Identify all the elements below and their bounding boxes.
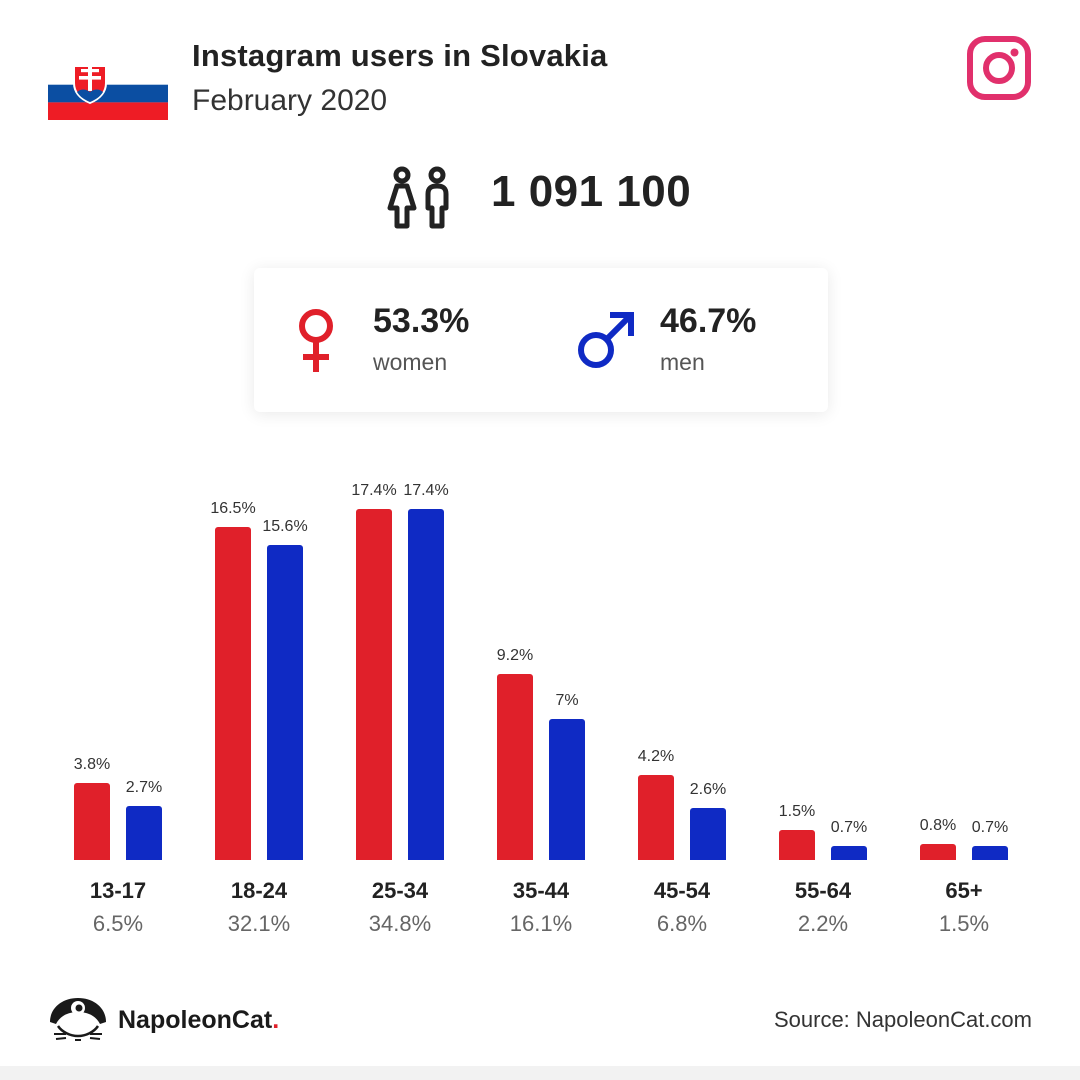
instagram-icon (967, 36, 1031, 100)
bar-value-label: 0.7% (971, 818, 1009, 836)
age-group-label: 25-34 (371, 878, 429, 903)
gender-split-card: 53.3% women 46.7% men (254, 268, 828, 412)
women-percentage: 53.3% (373, 302, 470, 340)
bar-women-45-54 (638, 775, 674, 860)
bar-value-label: 2.7% (125, 778, 163, 796)
source-attribution: Source: NapoleonCat.com (773, 1007, 1032, 1032)
bar-value-label: 0.7% (830, 818, 868, 836)
bar-men-18-24 (267, 545, 303, 860)
age-group-total: 32.1% (227, 911, 291, 936)
bar-men-65+ (972, 845, 1008, 860)
footer-strip (0, 1066, 1080, 1080)
bar-value-label: 7% (555, 691, 579, 709)
age-group-label: 65+ (945, 878, 983, 903)
total-users-value: 1 091 100 (491, 167, 692, 216)
bar-men-35-44 (549, 718, 585, 860)
age-distribution-chart: 3.8% 2.7% 13-17 6.5% 16.5% 15.6% 18-24 32.1% 17.… (0, 460, 1080, 960)
age-group-total: 6.5% (92, 911, 144, 936)
brand-name: NapoleonCat. (118, 1006, 280, 1034)
page-title: Instagram users in Slovakia (192, 38, 608, 73)
bar-value-label: 17.4% (351, 482, 397, 499)
men-label: men (660, 349, 705, 375)
bar-men-45-54 (690, 807, 726, 860)
bar-women-18-24 (215, 527, 251, 860)
bar-value-label: 16.5% (210, 500, 256, 518)
bar-value-label: 15.6% (262, 518, 308, 536)
women-label: women (373, 349, 448, 375)
female-icon (299, 309, 333, 372)
bar-women-25-34 (356, 509, 392, 860)
bar-value-label: 4.2% (637, 748, 675, 766)
age-group-total: 6.8% (656, 911, 708, 936)
users-icon (387, 166, 449, 229)
age-group-label: 18-24 (230, 878, 288, 903)
age-group-label: 13-17 (89, 878, 147, 903)
bar-value-label: 3.8% (73, 756, 111, 774)
bar-women-35-44 (497, 674, 533, 860)
bar-value-label: 1.5% (778, 802, 816, 820)
bar-men-55-64 (831, 845, 867, 860)
bar-value-label: 17.4% (403, 482, 449, 499)
male-icon (578, 312, 634, 368)
page-subtitle: February 2020 (192, 84, 388, 117)
napoleoncat-logo-icon (50, 998, 106, 1041)
bar-value-label: 2.6% (689, 780, 727, 798)
bar-women-55-64 (779, 829, 815, 860)
age-group-total: 34.8% (368, 911, 432, 936)
age-group-total: 16.1% (509, 911, 573, 936)
slovakia-flag-icon (48, 67, 168, 120)
bar-men-25-34 (408, 509, 444, 860)
bar-women-13-17 (74, 783, 110, 860)
bar-women-65+ (920, 843, 956, 860)
bar-men-13-17 (126, 805, 162, 860)
age-group-total: 1.5% (938, 911, 990, 936)
bar-value-label: 9.2% (496, 647, 534, 665)
age-group-label: 35-44 (512, 878, 570, 903)
age-group-label: 45-54 (653, 878, 711, 903)
napoleoncat-brand: NapoleonCat. (48, 994, 308, 1046)
age-group-total: 2.2% (797, 911, 849, 936)
total-users: 1 091 100 (384, 164, 784, 234)
men-percentage: 46.7% (660, 302, 757, 340)
bar-value-label: 0.8% (919, 816, 957, 834)
age-group-label: 55-64 (794, 878, 852, 903)
